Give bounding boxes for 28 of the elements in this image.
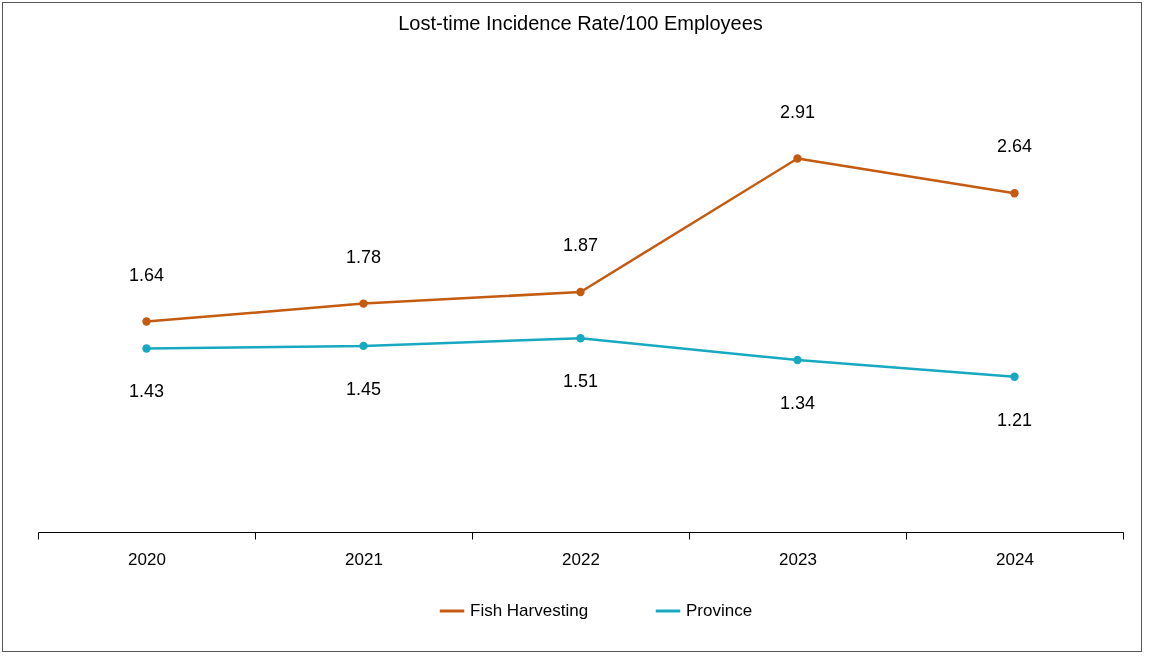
point [793,355,802,365]
data-label: 1.64 [128,264,165,285]
point [359,341,368,351]
data-label: 2.91 [779,101,816,122]
point [576,334,585,343]
point [1010,189,1019,198]
data-label: 1.78 [345,246,382,267]
data-label: 1.87 [562,235,599,256]
x-tick-label: 2023 [779,549,817,569]
point [142,344,151,353]
data-label: 1.21 [996,409,1033,430]
legend-label: Fish Harvesting [470,601,589,620]
point [793,154,802,163]
x-tick-label: 2021 [345,549,383,569]
point [576,287,585,297]
data-label: 1.45 [345,378,382,399]
data-label: 1.43 [128,381,165,402]
x-tick-label: 2022 [562,549,600,569]
data-label: 1.51 [562,371,599,392]
data-label: 2.64 [996,136,1033,157]
point [359,299,368,308]
chart-title: Lost-time Incidence Rate/100 Employees [398,11,763,34]
legend-label: Province [686,601,753,620]
data-label: 1.34 [779,393,816,414]
point [142,317,151,326]
x-tick-label: 2020 [128,549,166,569]
point [1010,372,1019,381]
x-tick-label: 2024 [996,549,1034,569]
